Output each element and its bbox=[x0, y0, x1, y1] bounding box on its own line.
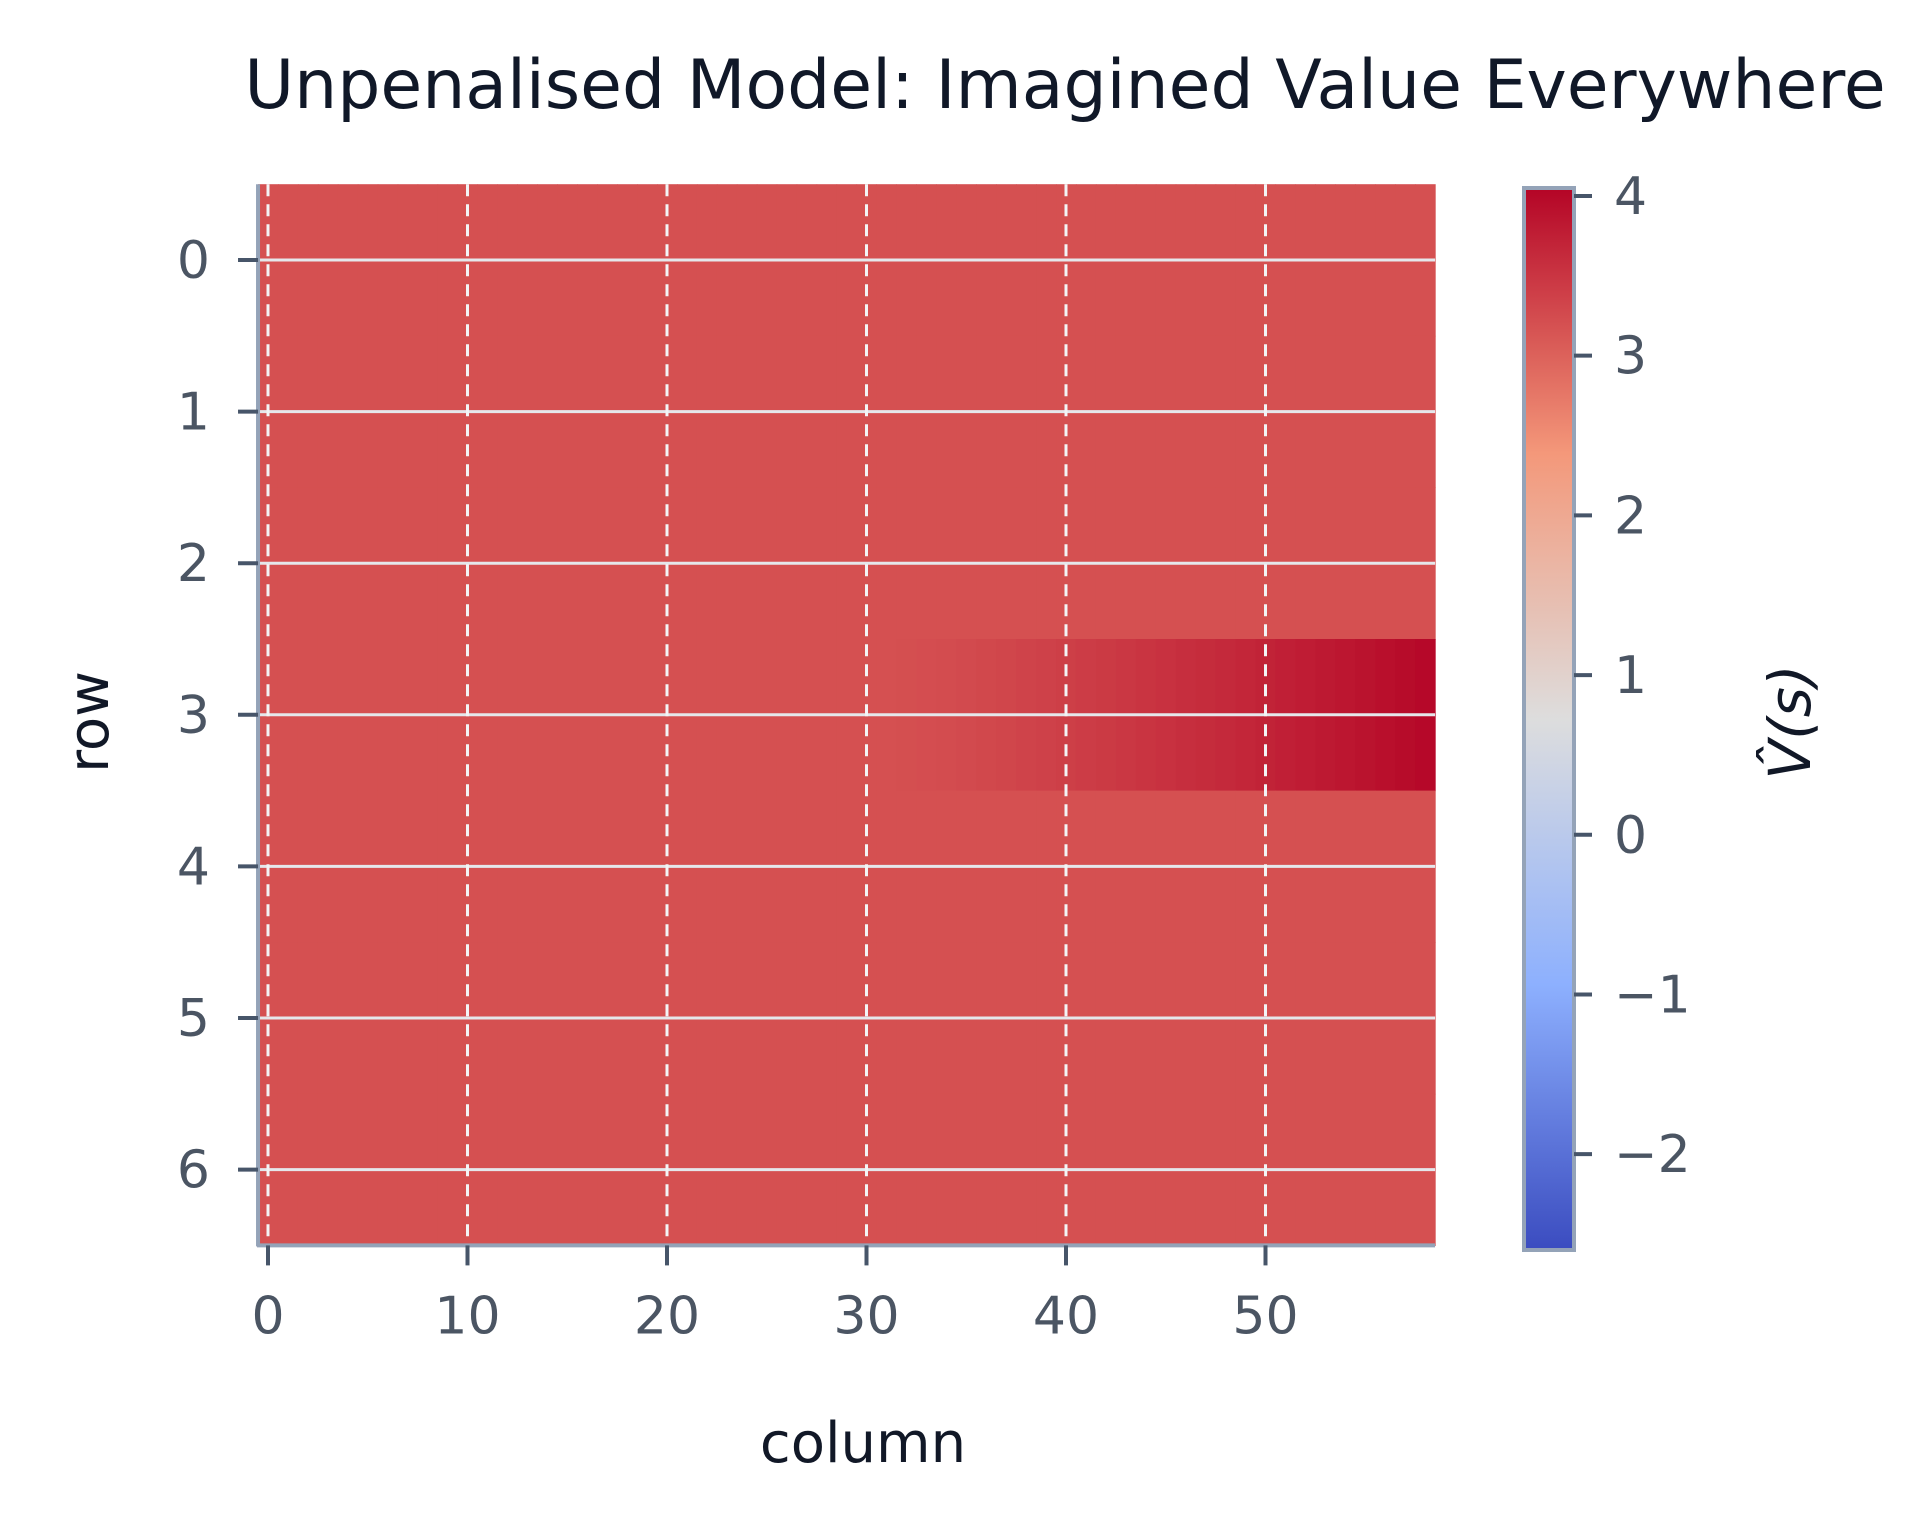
x-tick-label: 0 bbox=[251, 1286, 284, 1346]
colorbar-tick-label: 0 bbox=[1614, 806, 1647, 866]
colorbar-tick-label: 1 bbox=[1614, 646, 1647, 706]
x-axis-label: column bbox=[760, 1411, 966, 1476]
y-tick-label: 2 bbox=[177, 534, 210, 594]
y-tick-label: 3 bbox=[177, 686, 210, 746]
x-tick-label: 40 bbox=[1033, 1286, 1099, 1346]
colorbar: 4 3 2 1 0 −1 −2 bbox=[1522, 167, 1691, 1252]
colorbar-label: V̂(s) bbox=[1755, 664, 1824, 779]
y-axis-label: row bbox=[57, 671, 122, 773]
x-tick-label: 20 bbox=[634, 1286, 700, 1346]
x-tick-label: 50 bbox=[1232, 1286, 1298, 1346]
y-tick-label: 5 bbox=[177, 989, 210, 1049]
chart-title: Unpenalised Model: Imagined Value Everyw… bbox=[244, 46, 1885, 125]
x-tick-label: 10 bbox=[434, 1286, 500, 1346]
y-tick-label: 1 bbox=[177, 383, 210, 443]
colorbar-tick-label: 4 bbox=[1614, 167, 1647, 227]
colorbar-tick-label: −2 bbox=[1614, 1125, 1691, 1185]
grid-lines bbox=[258, 184, 1436, 1246]
y-tick-label: 0 bbox=[177, 231, 210, 291]
y-tick-label: 6 bbox=[177, 1141, 210, 1201]
y-tick-label: 4 bbox=[177, 837, 210, 897]
y-axis-ticks: 0 1 2 3 4 5 6 bbox=[177, 231, 259, 1201]
x-axis-ticks: 0 10 20 30 40 50 bbox=[251, 1245, 1299, 1346]
colorbar-bar bbox=[1522, 186, 1576, 1252]
x-tick-label: 30 bbox=[833, 1286, 899, 1346]
colorbar-tick-label: 3 bbox=[1614, 327, 1647, 387]
colorbar-tick-label: −1 bbox=[1614, 965, 1691, 1025]
colorbar-tick-label: 2 bbox=[1614, 486, 1647, 546]
